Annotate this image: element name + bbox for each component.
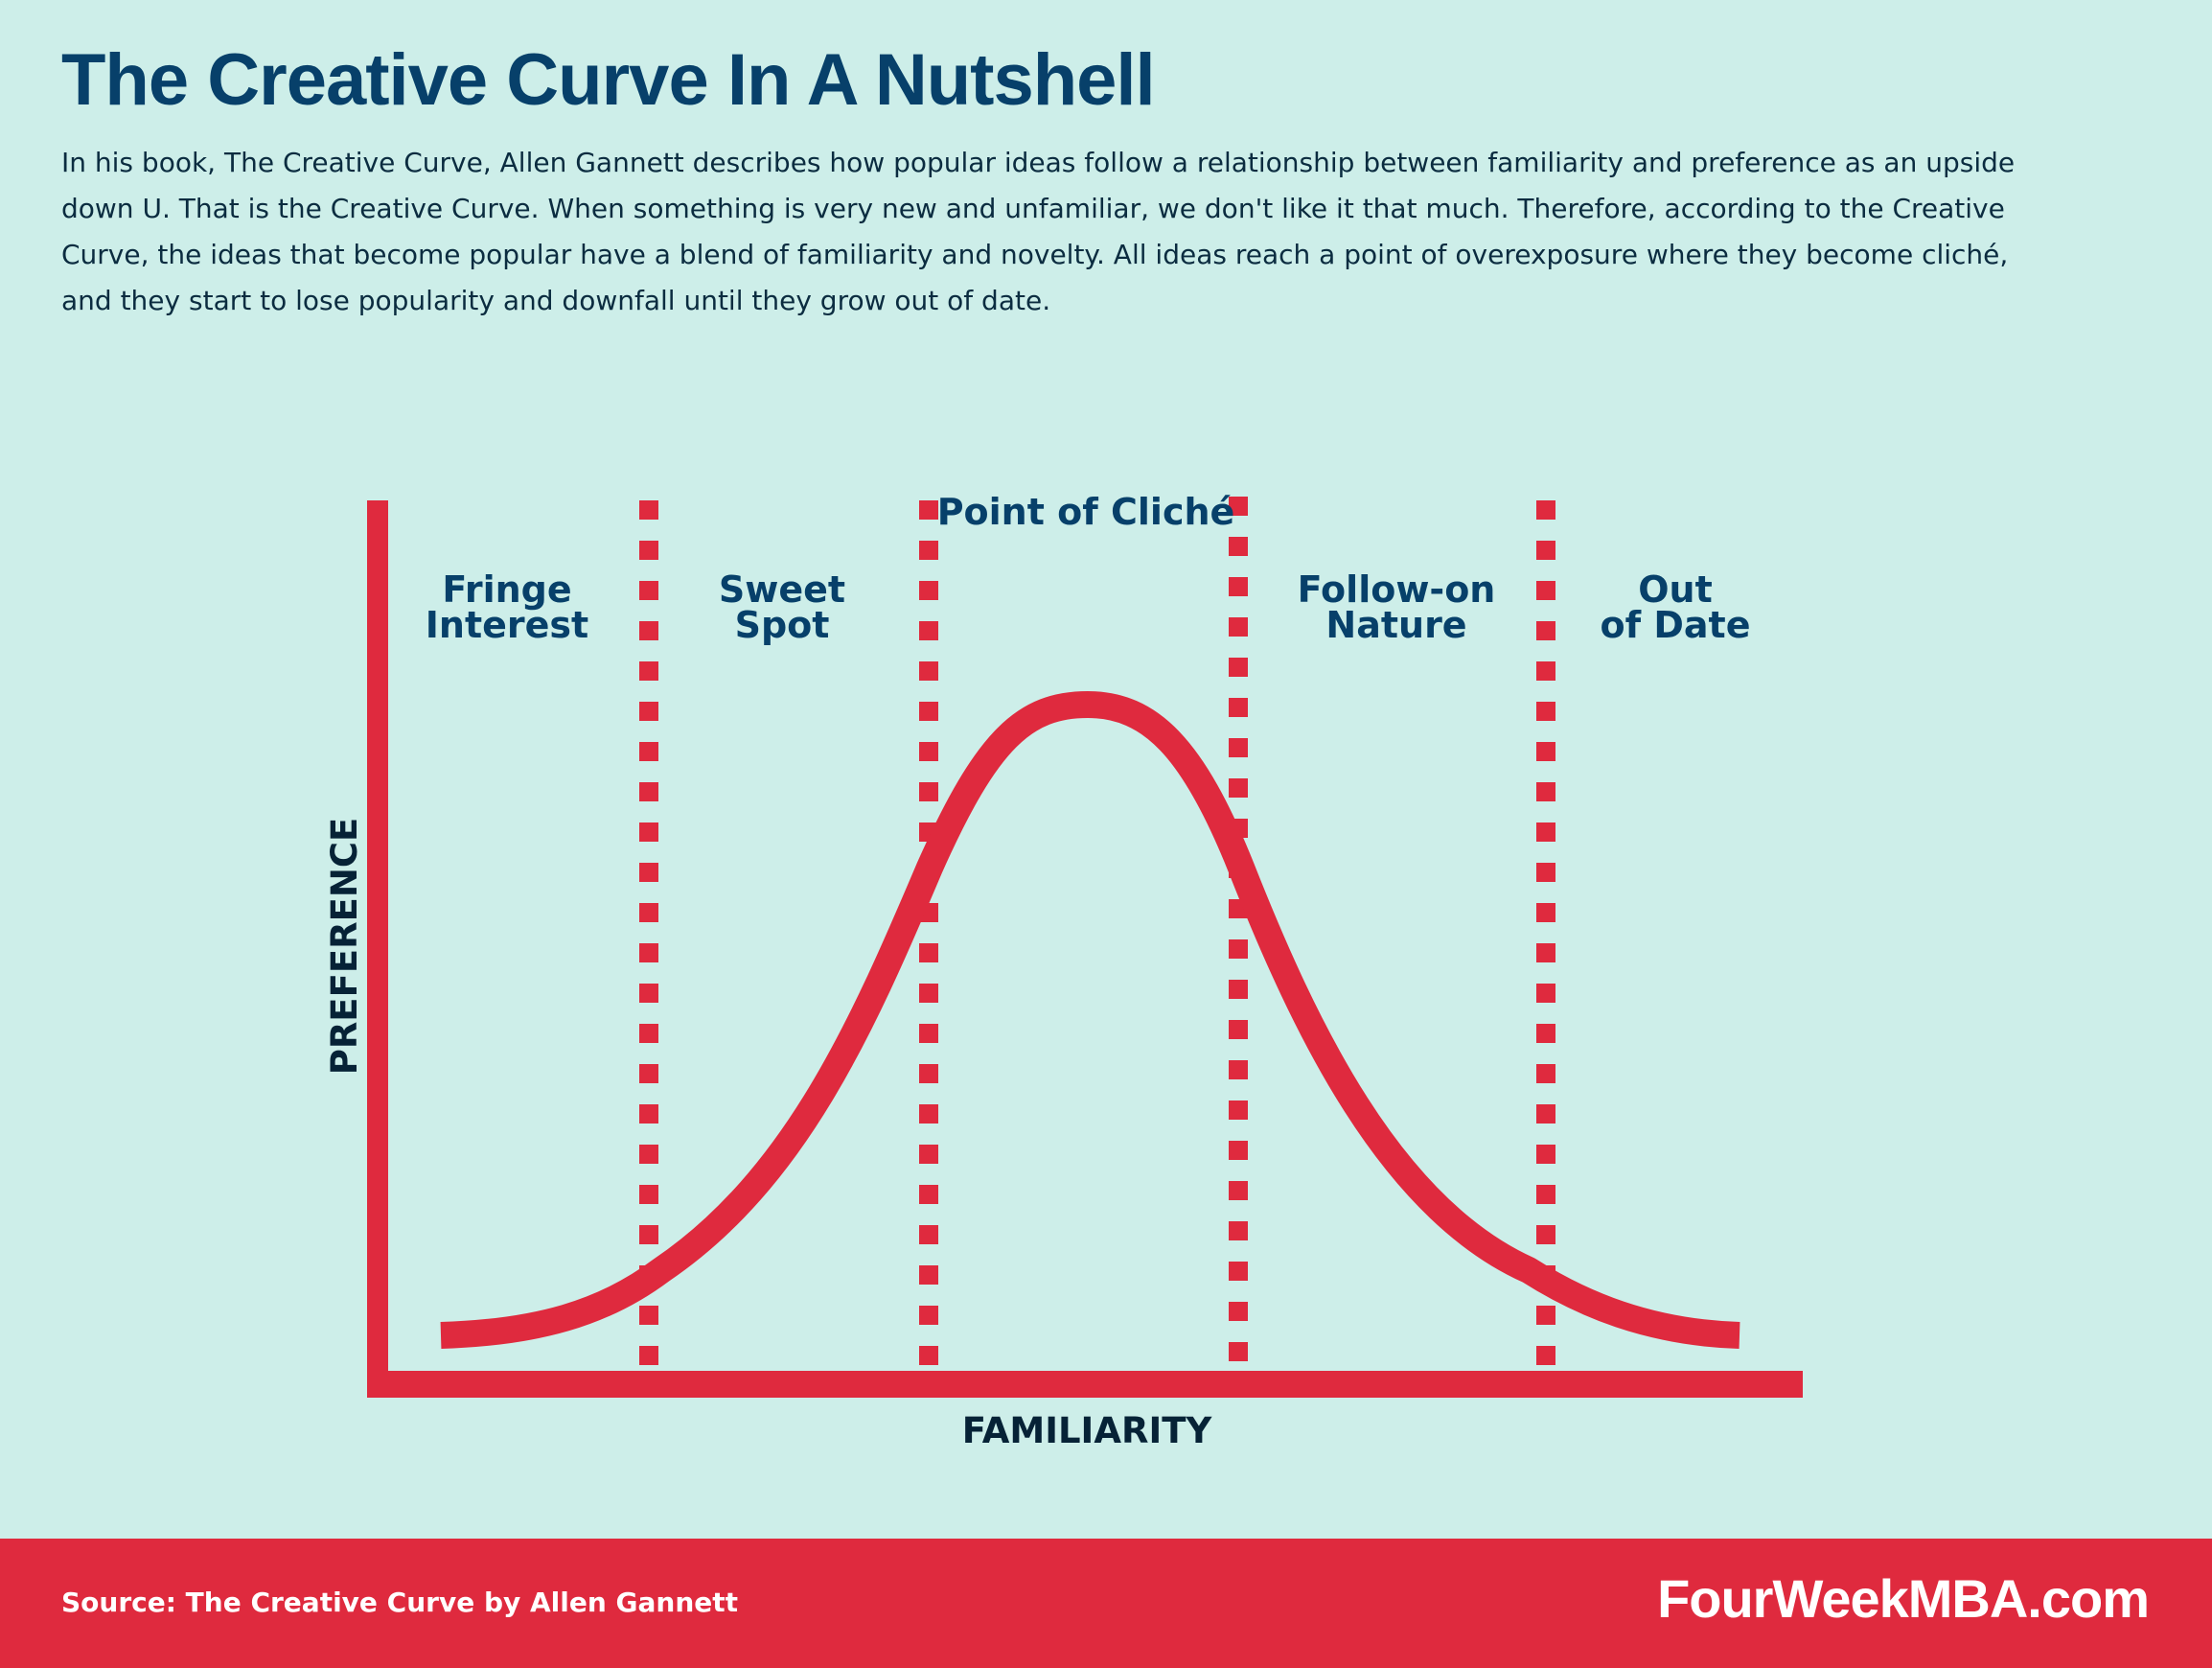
stage-label-followon-line2: Nature (1325, 604, 1466, 646)
footer-bar: Source: The Creative Curve by Allen Gann… (0, 1539, 2212, 1668)
intro-paragraph: In his book, The Creative Curve, Allen G… (61, 147, 2016, 316)
x-axis (367, 1371, 1803, 1398)
x-axis-label: FAMILIARITY (962, 1410, 1213, 1451)
stage-label-outofdate-line2: of Date (1601, 604, 1751, 646)
y-axis (367, 500, 388, 1396)
source-credit: Source: The Creative Curve by Allen Gann… (61, 1587, 739, 1618)
stage-labels: Fringe Interest Sweet Spot Point of Clic… (426, 491, 1751, 646)
stage-label-outofdate-line1: Out (1638, 568, 1713, 611)
brand-logo[interactable]: FourWeekMBA.com (1657, 1568, 2150, 1629)
stage-label-fringe-line2: Interest (426, 604, 588, 646)
stage-label-sweet-line1: Sweet (719, 568, 845, 611)
stage-label-sweet-line2: Spot (735, 604, 830, 646)
page-title: The Creative Curve In A Nutshell (61, 39, 1156, 121)
stage-label-fringe-line1: Fringe (442, 568, 571, 611)
stage-label-cliche: Point of Cliché (937, 491, 1235, 533)
stage-dividers (639, 497, 1555, 1371)
creative-curve (440, 691, 1740, 1349)
stage-label-followon-line1: Follow-on (1298, 568, 1496, 611)
y-axis-label: PREFERENCE (324, 818, 365, 1076)
creative-curve-diagram: Fringe Interest Sweet Spot Point of Clic… (324, 491, 1803, 1451)
